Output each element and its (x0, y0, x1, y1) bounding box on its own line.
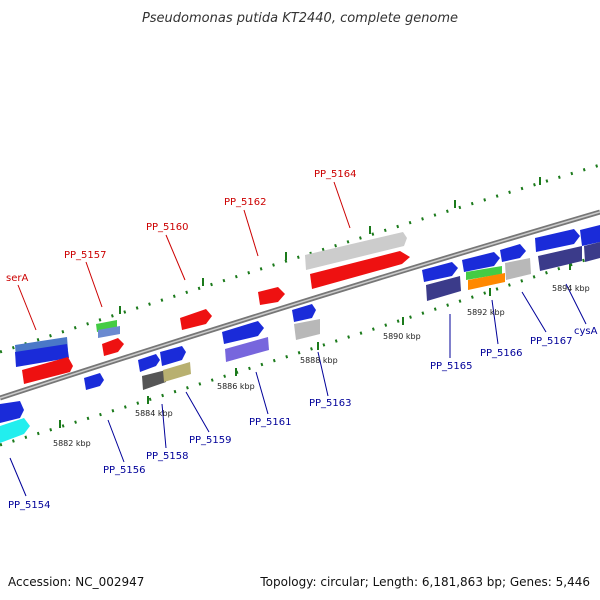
gene-pp-5166[interactable] (466, 266, 505, 290)
genes-top-strand (15, 232, 410, 384)
gene-label-sera[interactable]: serA (6, 273, 28, 284)
scale-track-lower (0, 253, 600, 447)
gene-pp-5157[interactable] (96, 320, 120, 338)
scale-label: 5882 kbp (53, 439, 91, 448)
gene-label-pp-5165[interactable]: PP_5165 (430, 361, 473, 372)
gene-labels-top: serA PP_5157 PP_5160 PP_5162 PP_5164 (6, 169, 357, 284)
gene-label-pp-5154[interactable]: PP_5154 (8, 500, 51, 511)
accession-text: Accession: NC_002947 (8, 575, 144, 589)
map-title: Pseudomonas putida KT2440, complete geno… (142, 11, 458, 26)
gene-feature[interactable] (222, 321, 264, 344)
gene-pp-5159[interactable] (163, 362, 191, 382)
gene-pp-5156[interactable] (84, 373, 104, 390)
gene-cysa[interactable] (538, 246, 582, 271)
gene-label-pp-5160[interactable]: PP_5160 (146, 222, 189, 233)
gene-feature[interactable] (580, 225, 600, 246)
genes-bottom-strand (0, 225, 600, 443)
gene-feature[interactable] (310, 251, 410, 289)
gene-pp-5163[interactable] (294, 319, 320, 340)
scale-label: 5888 kbp (300, 356, 338, 365)
scale-label: 5894 kbp (552, 284, 590, 293)
gene-pp-5160[interactable] (180, 309, 212, 330)
gene-label-pp-5158[interactable]: PP_5158 (146, 451, 189, 462)
scale-label: 5884 kbp (135, 409, 173, 418)
genome-backbone (0, 209, 600, 401)
leader-lines-bottom (9, 283, 587, 497)
gene-label-pp-5156[interactable]: PP_5156 (103, 465, 146, 476)
gene-label-pp-5166[interactable]: PP_5166 (480, 348, 523, 359)
leader-lines-top (17, 181, 351, 331)
gene-pp-5154[interactable] (0, 418, 30, 443)
gene-pp-5167[interactable] (505, 258, 531, 280)
gene-label-pp-5161[interactable]: PP_5161 (249, 417, 292, 428)
gene-pp-5164[interactable] (305, 232, 407, 270)
gene-label-pp-5162[interactable]: PP_5162 (224, 197, 267, 208)
scale-label: 5886 kbp (217, 382, 255, 391)
gene-feature[interactable] (138, 354, 160, 372)
gene-feature[interactable] (0, 401, 24, 423)
gene-pp-5161[interactable] (225, 337, 269, 362)
gene-feature[interactable] (462, 252, 500, 272)
topology-text: Topology: circular; Length: 6,181,863 bp… (259, 575, 590, 589)
gene-feature[interactable] (102, 338, 124, 356)
gene-pp-5165[interactable] (426, 276, 461, 301)
gene-label-pp-5157[interactable]: PP_5157 (64, 250, 107, 261)
major-ticks (59, 262, 571, 428)
scale-label: 5890 kbp (383, 332, 421, 341)
scale-labels: 5882 kbp 5884 kbp 5886 kbp 5888 kbp 5890… (53, 284, 590, 448)
gene-pp-5162[interactable] (258, 287, 285, 305)
scale-label: 5892 kbp (467, 308, 505, 317)
gene-label-pp-5163[interactable]: PP_5163 (309, 398, 352, 409)
gene-sera[interactable] (15, 337, 69, 367)
gene-labels-bottom: PP_5154 PP_5156 PP_5158 PP_5159 PP_5161 … (8, 326, 598, 511)
gene-label-cysa[interactable]: cysA (574, 326, 598, 337)
gene-label-pp-5164[interactable]: PP_5164 (314, 169, 357, 180)
gene-pp-5158[interactable] (142, 370, 166, 390)
gene-label-pp-5159[interactable]: PP_5159 (189, 435, 232, 446)
gene-label-pp-5167[interactable]: PP_5167 (530, 336, 573, 347)
gene-feature[interactable] (422, 262, 458, 282)
gene-feature[interactable] (22, 357, 73, 384)
gene-feature[interactable] (584, 242, 600, 262)
gene-feature[interactable] (500, 244, 526, 262)
gene-feature[interactable] (160, 346, 186, 366)
gene-feature[interactable] (292, 304, 316, 322)
upper-ticks (119, 177, 541, 314)
gene-feature[interactable] (535, 229, 580, 252)
